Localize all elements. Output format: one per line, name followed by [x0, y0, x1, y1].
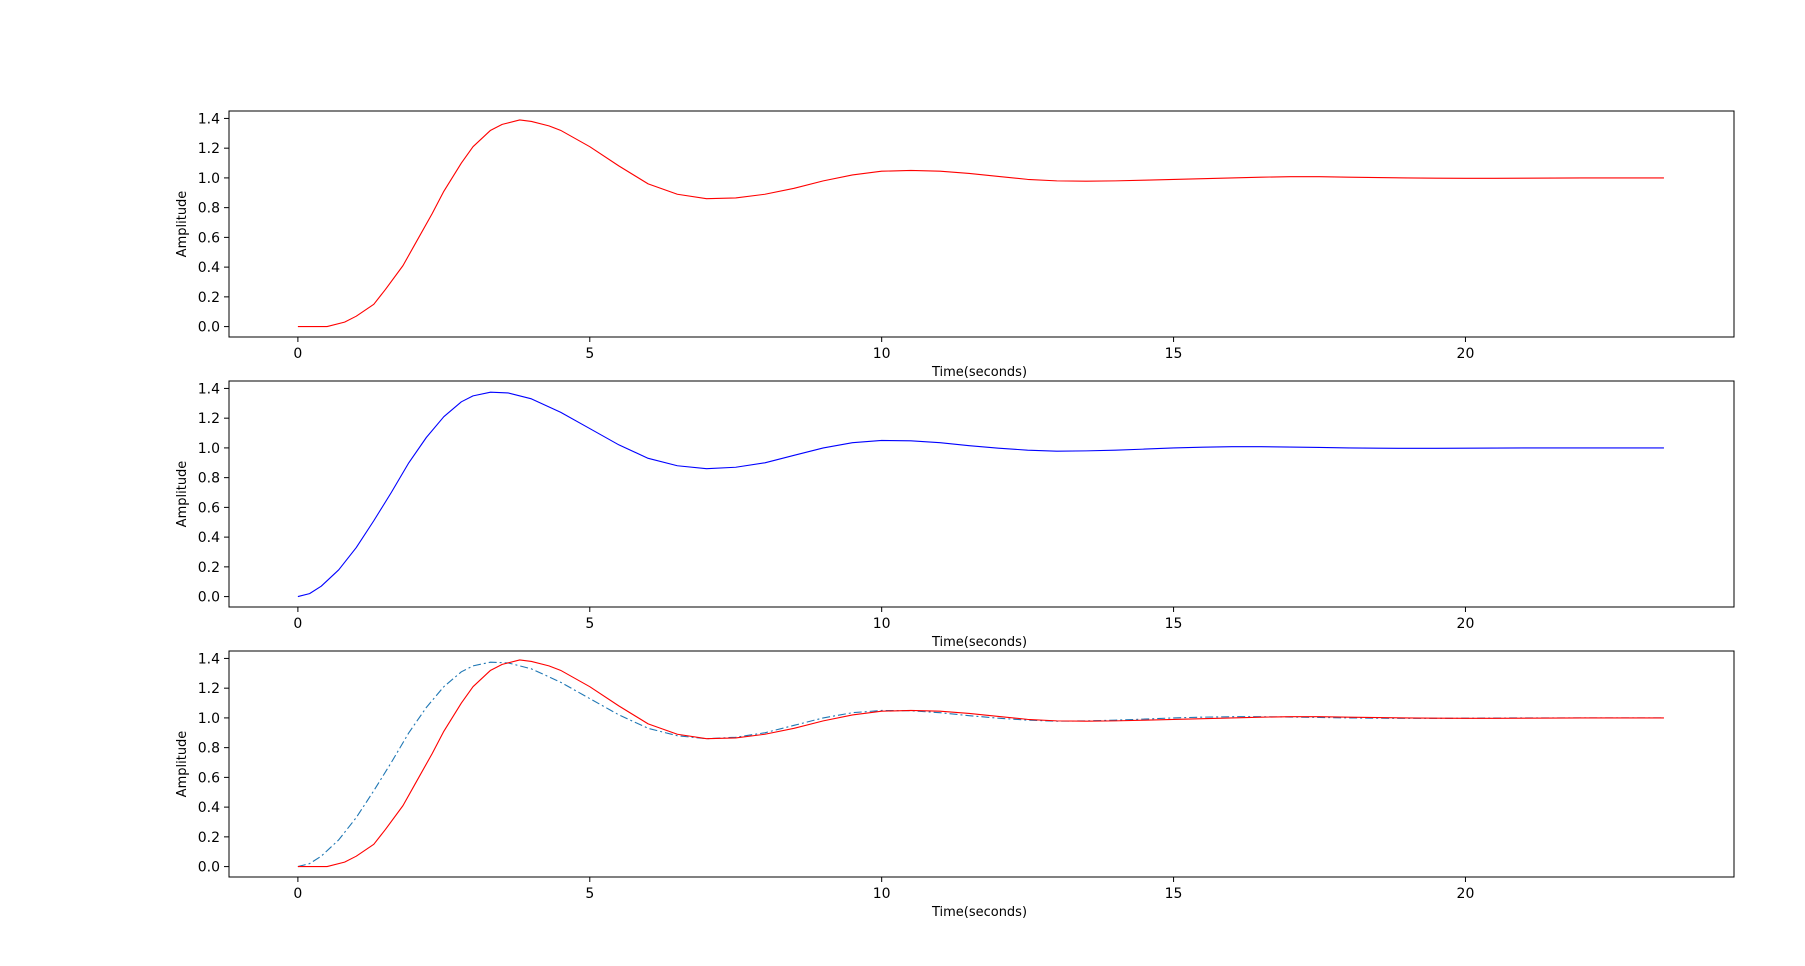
y-tick-label: 0.0 — [198, 320, 220, 336]
x-tick-label: 20 — [1457, 346, 1475, 362]
x-tick-label: 15 — [1165, 346, 1183, 362]
series-line-1 — [297, 119, 1664, 328]
y-tick-label: 1.2 — [198, 411, 220, 427]
x-tick-label: 15 — [1165, 616, 1183, 632]
series-line-2 — [297, 659, 1664, 868]
series-line-1 — [297, 661, 1664, 868]
subplot-1: 0 5 10 15 20 0.0 0.2 0.4 0.6 0.8 1.0 1.2 1.4 Time(sec… — [175, 110, 1735, 380]
x-tick-label: 0 — [293, 616, 302, 632]
y-tick-label: 1.2 — [198, 681, 220, 697]
axes-frame — [228, 650, 1735, 878]
subplot-2: 0 5 10 15 20 0.0 0.2 0.4 0.6 0.8 1.0 1.2 1.4 Time(sec… — [175, 380, 1735, 650]
y-axis-label: Amplitude — [175, 461, 190, 528]
y-tick-label: 1.4 — [198, 381, 220, 397]
y-tick-label: 0.6 — [198, 230, 220, 246]
x-axis-label: Time(seconds) — [931, 365, 1027, 380]
y-tick-label: 0.8 — [198, 201, 220, 217]
y-tick-label: 0.4 — [198, 530, 220, 546]
y-tick-label: 0.0 — [198, 590, 220, 606]
y-tick-label: 0.4 — [198, 260, 220, 276]
x-tick-label: 0 — [293, 886, 302, 902]
y-tick-label: 0.2 — [198, 560, 220, 576]
x-tick-label: 5 — [585, 886, 594, 902]
x-tick-label: 5 — [585, 346, 594, 362]
x-tick-label: 0 — [293, 346, 302, 362]
y-tick-label: 0.4 — [198, 800, 220, 816]
y-tick-label: 0.8 — [198, 741, 220, 757]
y-tick-label: 0.6 — [198, 500, 220, 516]
x-tick-label: 10 — [873, 616, 891, 632]
x-tick-label: 10 — [873, 346, 891, 362]
x-tick-label: 20 — [1457, 616, 1475, 632]
series-line-1 — [297, 391, 1664, 598]
y-axis-label: Amplitude — [175, 191, 190, 258]
y-tick-label: 0.2 — [198, 290, 220, 306]
y-tick-label: 1.4 — [198, 651, 220, 667]
axes-frame — [228, 380, 1735, 608]
x-tick-label: 5 — [585, 616, 594, 632]
y-tick-label: 1.4 — [198, 111, 220, 127]
y-tick-label: 1.2 — [198, 141, 220, 157]
y-tick-label: 0.6 — [198, 770, 220, 786]
y-tick-label: 0.0 — [198, 860, 220, 876]
x-tick-label: 20 — [1457, 886, 1475, 902]
y-tick-label: 0.8 — [198, 471, 220, 487]
y-tick-label: 1.0 — [198, 711, 220, 727]
y-tick-label: 1.0 — [198, 171, 220, 187]
x-axis-label: Time(seconds) — [931, 905, 1027, 920]
subplot-3: 0 5 10 15 20 0.0 0.2 0.4 0.6 0.8 1.0 1.2 1.4 Time(sec… — [175, 650, 1735, 920]
x-tick-label: 15 — [1165, 886, 1183, 902]
y-tick-label: 0.2 — [198, 830, 220, 846]
x-tick-label: 10 — [873, 886, 891, 902]
y-tick-label: 1.0 — [198, 441, 220, 457]
x-axis-label: Time(seconds) — [931, 635, 1027, 650]
axes-frame — [228, 110, 1735, 338]
y-axis-label: Amplitude — [175, 731, 190, 798]
